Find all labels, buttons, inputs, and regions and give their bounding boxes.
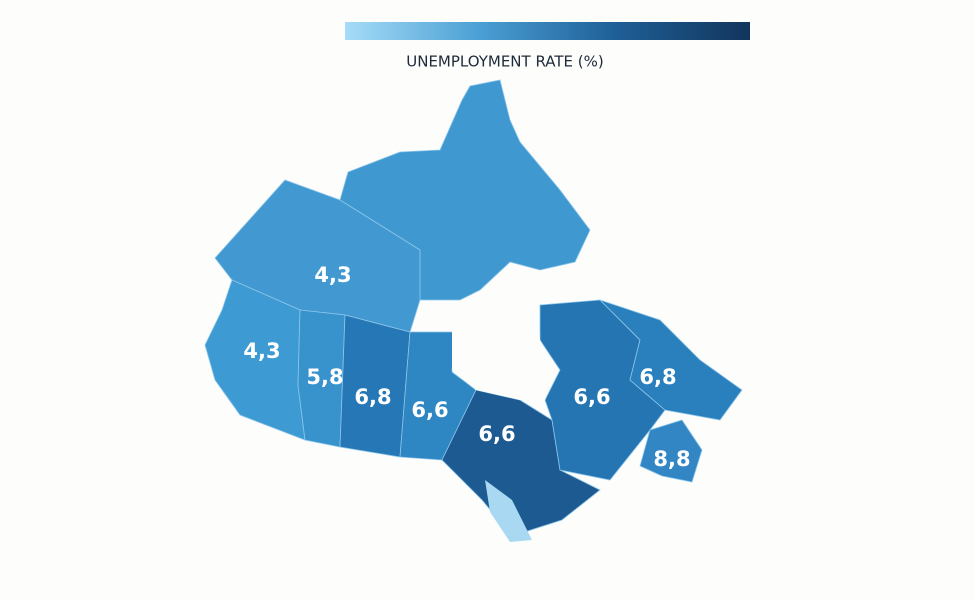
legend-bar — [345, 22, 750, 40]
region-label: 6,6 — [573, 385, 610, 409]
region — [599, 299, 743, 421]
region — [339, 79, 591, 301]
region — [441, 389, 601, 537]
region-label: 4,3 — [314, 263, 351, 287]
region-label: 4,3 — [243, 339, 280, 363]
region — [639, 419, 703, 483]
region-label: 8,8 — [653, 447, 690, 471]
region — [297, 309, 346, 448]
hudson-bay — [452, 290, 556, 400]
region-label: 6,8 — [354, 385, 391, 409]
region-label: 5,8 — [306, 365, 343, 389]
great-lakes — [485, 480, 532, 542]
region-label: 6,8 — [639, 365, 676, 389]
region-label: 6,6 — [411, 398, 448, 422]
region-label: 6,6 — [478, 422, 515, 446]
legend-title: UNEMPLOYMENT RATE (%) — [406, 53, 603, 71]
